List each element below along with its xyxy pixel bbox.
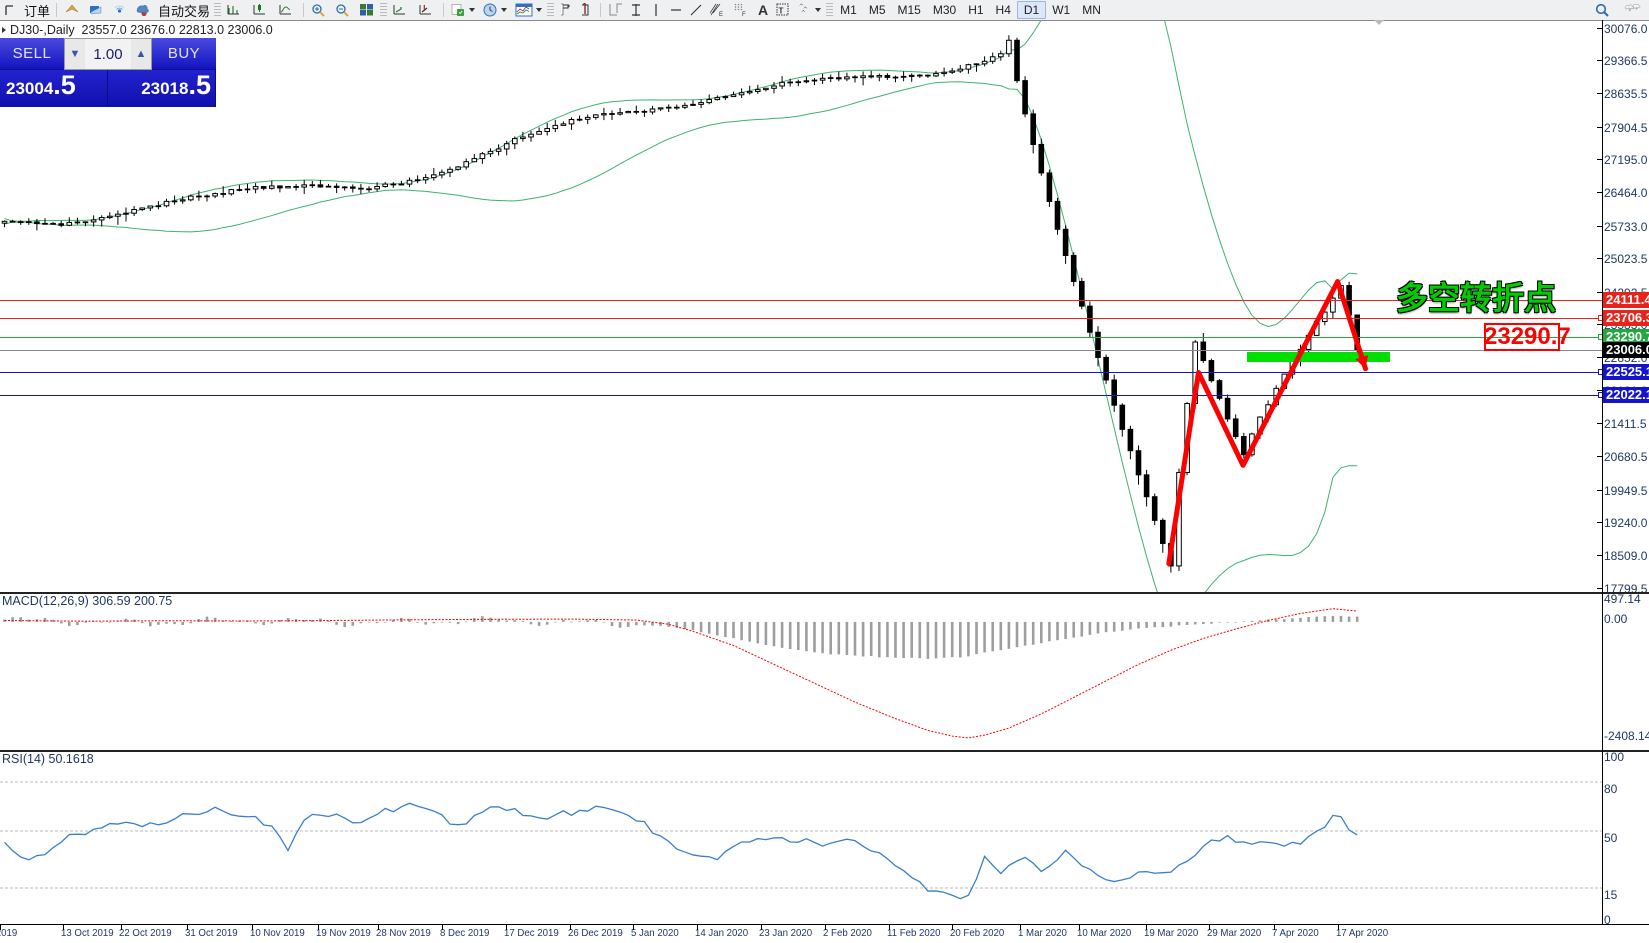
svg-text:T: T <box>779 7 784 16</box>
svg-text:E: E <box>719 12 723 17</box>
svg-text:F: F <box>742 12 746 17</box>
